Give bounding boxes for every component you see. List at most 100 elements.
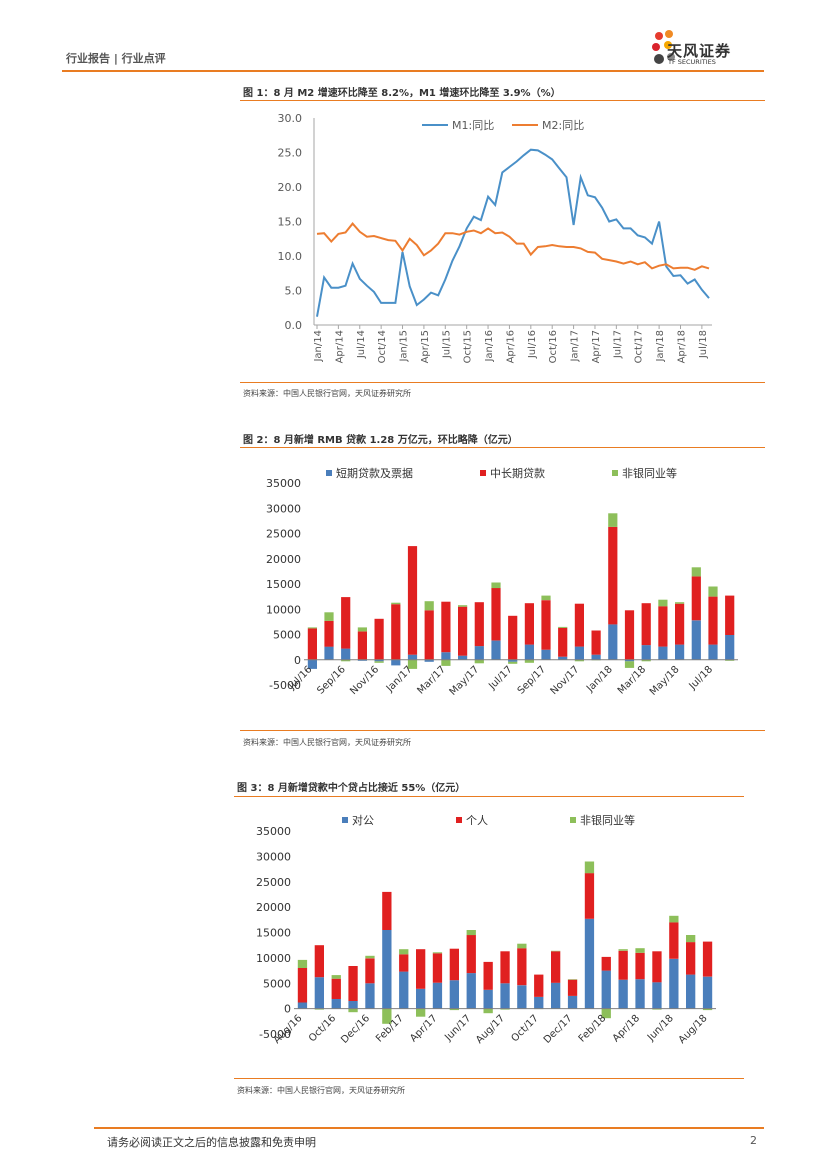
bar-segment [491, 640, 501, 660]
bar-segment [441, 659, 451, 666]
bar-segment [508, 615, 518, 660]
bar-segment [558, 626, 568, 628]
x-tick-label: Jan/15 [399, 330, 410, 363]
y-tick-label: 20.0 [278, 181, 303, 194]
bar-segment [348, 1008, 358, 1013]
legend-swatch [480, 470, 486, 476]
bar-segment [416, 949, 426, 989]
bar-segment [374, 661, 384, 663]
bar-segment [382, 891, 392, 930]
legend-swatch [456, 817, 462, 823]
bar-segment [466, 973, 476, 1009]
x-tick-label: Apr/17 [591, 330, 602, 363]
bar-segment [382, 1008, 392, 1024]
bar-segment [691, 576, 701, 621]
x-tick-label: Feb/18 [577, 1013, 609, 1045]
bar-segment [624, 610, 635, 660]
y-tick-label: 20000 [256, 901, 291, 914]
x-tick-label: Oct/16 [548, 330, 559, 363]
legend-label: M2:同比 [542, 119, 584, 132]
bar-segment [314, 977, 324, 1009]
y-tick-label: 10000 [266, 603, 301, 616]
y-tick-label: 0.0 [285, 319, 303, 332]
bar-segment [297, 968, 308, 1003]
x-tick-label: Oct/16 [307, 1013, 338, 1044]
bar-segment [458, 606, 468, 656]
bar-segment [652, 951, 662, 983]
bar-segment [691, 620, 701, 660]
bar-segment [601, 970, 611, 1009]
bar-segment [635, 952, 645, 980]
figure-3-title: 图 3：8 月新增贷款中个贷占比接近 55%（亿元） [237, 783, 466, 794]
bar-segment [407, 659, 418, 669]
x-tick-label: Jul/18 [698, 330, 709, 359]
bar-segment [624, 659, 635, 662]
bar-segment [702, 1008, 713, 1011]
bar-segment [608, 513, 618, 527]
bar-segment [608, 526, 618, 625]
bar-segment [314, 945, 324, 978]
figure-2-top-rule [240, 447, 765, 448]
x-tick-label: Jan/17 [384, 664, 415, 695]
bar-segment [658, 606, 668, 647]
x-tick-label: Jan/18 [584, 664, 615, 695]
bar-segment [508, 659, 518, 662]
x-tick-label: Nov/16 [348, 664, 381, 697]
bar-segment [324, 646, 334, 660]
y-tick-label: 5.0 [285, 285, 303, 298]
x-tick-label: Sep/16 [315, 664, 347, 696]
legend-swatch [612, 470, 618, 476]
bar-segment [416, 1008, 426, 1017]
x-tick-label: Oct/17 [634, 330, 645, 363]
legend-label: 短期贷款及票据 [336, 466, 413, 480]
bar-segment [458, 655, 468, 660]
bar-segment [558, 627, 568, 657]
bar-segment [652, 982, 662, 1009]
logo-petal [654, 54, 664, 64]
bar-segment [691, 567, 701, 577]
y-tick-label: 5000 [273, 629, 301, 642]
bar-segment [357, 631, 367, 660]
x-tick-label: Apr/17 [408, 1013, 439, 1044]
y-tick-label: 15000 [266, 578, 301, 591]
bar-segment [449, 1008, 459, 1011]
bar-segment [584, 918, 595, 1009]
figure-2-source: 资料来源：中国人民银行官网，天风证券研究所 [243, 738, 411, 747]
bar-segment [331, 978, 341, 999]
bar-segment [702, 941, 713, 977]
bar-segment [708, 586, 718, 597]
y-tick-label: 0 [294, 654, 301, 667]
bar-segment [567, 979, 578, 980]
x-tick-label: Jul/17 [486, 664, 514, 692]
x-tick-label: Jul/14 [356, 330, 367, 359]
bar-segment [491, 588, 501, 641]
bar-segment [449, 980, 459, 1009]
figure-3-bottom-rule [234, 1078, 744, 1079]
bar-segment [702, 976, 713, 1009]
y-tick-label: 5000 [263, 977, 291, 990]
legend-label: 个人 [466, 814, 488, 827]
bar-segment [524, 603, 534, 645]
figure-1-source: 资料来源：中国人民银行官网，天风证券研究所 [243, 389, 411, 398]
bar-segment [500, 983, 510, 1009]
figure-2-stacked-bar-chart: -5000 0 5000 10000 15000 20000 25000 30000 35000… [266, 466, 738, 698]
bar-segment [551, 951, 561, 983]
bar-segment [432, 952, 443, 954]
bar-segment [348, 1001, 358, 1009]
bar-segment [517, 948, 527, 986]
x-tick-label: Apr/14 [334, 330, 345, 363]
y-tick-label: 15000 [256, 927, 291, 940]
bar-segment [474, 659, 484, 664]
bar-segment [399, 971, 409, 1009]
bar-segment [341, 659, 351, 662]
bar-segment [584, 861, 595, 874]
bar-segment [574, 659, 584, 662]
x-tick-label: Jun/17 [442, 1013, 473, 1044]
x-tick-label: Oct/17 [509, 1013, 540, 1044]
bar-segment [686, 942, 696, 975]
x-tick-label: Mar/17 [416, 664, 449, 697]
bar-segment [432, 953, 443, 983]
bar-segment [725, 659, 735, 661]
x-tick-label: Jan/16 [484, 330, 495, 363]
bar-segment [541, 600, 551, 650]
